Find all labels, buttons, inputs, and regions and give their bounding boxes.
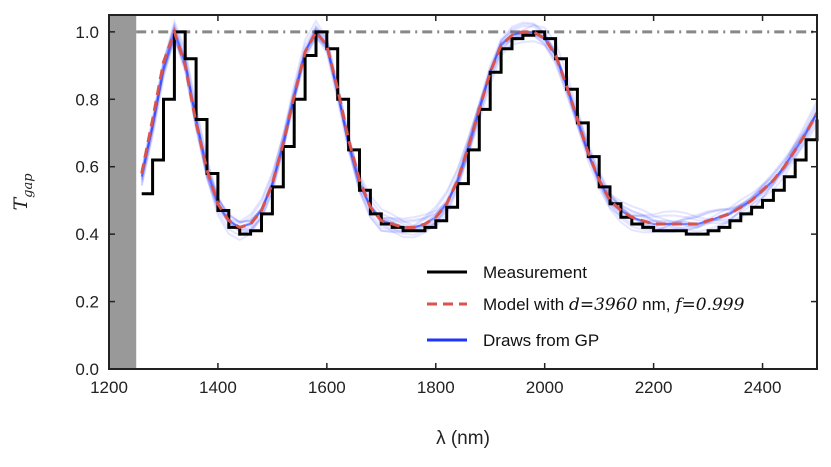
y-tick-label: 1.0 — [75, 23, 99, 42]
model-series-line — [140, 27, 819, 230]
x-tick-label: 1600 — [308, 378, 346, 397]
x-tick-label: 2000 — [526, 378, 564, 397]
x-tick-label: 1400 — [199, 378, 237, 397]
y-axis-label: Tgap — [10, 173, 36, 211]
y-tick-label: 0.8 — [75, 90, 99, 109]
y-axis-label-main: T — [10, 197, 32, 211]
series-layer — [140, 18, 819, 242]
plot-background — [109, 15, 817, 369]
x-tick-label: 1200 — [90, 378, 128, 397]
x-tick-label: 1800 — [417, 378, 455, 397]
y-tick-label: 0.6 — [75, 158, 99, 177]
x-tick-label: 2400 — [744, 378, 782, 397]
shaded-region — [109, 15, 137, 369]
y-tick-label: 0.2 — [75, 293, 99, 312]
legend-label-measurement: Measurement — [483, 263, 587, 282]
x-axis-label: λ (nm) — [436, 428, 490, 449]
gp-draw-line — [140, 21, 818, 232]
x-ticks: 1200 1400 1600 1800 2000 2200 2400 — [90, 15, 781, 397]
gp-draw-line — [140, 18, 818, 234]
y-ticks: 0.0 0.2 0.4 0.6 0.8 1.0 — [75, 23, 817, 379]
x-tick-label: 2200 — [635, 378, 673, 397]
y-tick-label: 0.4 — [75, 225, 99, 244]
legend: Measurement Model with d=3960 nm, f=0.99… — [427, 263, 745, 350]
legend-label-gp: Draws from GP — [483, 331, 599, 350]
legend-label-model: Model with d=3960 nm, f=0.999 — [483, 295, 745, 315]
y-axis-label-sub: gap — [21, 173, 36, 198]
shaded-region-layer — [109, 15, 137, 369]
plot-frame — [108, 14, 818, 370]
measurement-series-line — [141, 30, 819, 236]
y-tick-label: 0.0 — [75, 360, 99, 379]
